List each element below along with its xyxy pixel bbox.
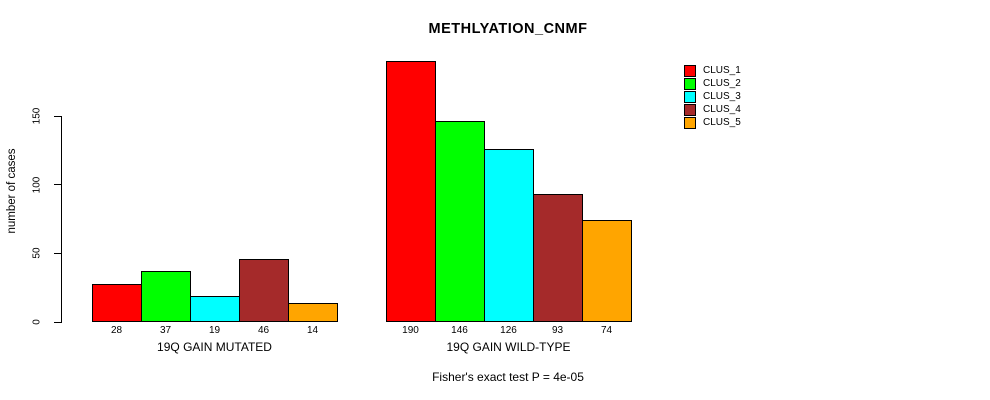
bar-value-label: 14 <box>306 325 319 336</box>
legend-label: CLUS_4 <box>703 104 741 116</box>
y-tick-label: 50 <box>31 247 43 259</box>
x-group-label: 19Q GAIN WILD-TYPE <box>446 340 571 354</box>
legend-label: CLUS_5 <box>703 117 741 129</box>
legend-swatch-clus_1 <box>684 64 696 77</box>
bar-clus_4-group2 <box>533 194 583 322</box>
legend-item: CLUS_4 <box>684 104 741 117</box>
bar-clus_1-group1 <box>92 284 142 322</box>
x-group-label: 19Q GAIN MUTATED <box>157 340 272 354</box>
y-tick-mark <box>54 184 61 186</box>
legend-label: CLUS_3 <box>703 90 741 102</box>
bar-value-label: 146 <box>451 325 468 336</box>
legend-item: CLUS_5 <box>684 117 741 130</box>
bar-clus_1-group2 <box>386 61 436 322</box>
legend-swatch-clus_3 <box>684 90 696 103</box>
y-axis-label: number of cases <box>6 148 18 234</box>
legend-swatch-clus_5 <box>684 117 696 130</box>
legend-swatch-clus_2 <box>684 77 696 90</box>
bar-value-label: 28 <box>110 325 123 336</box>
bar-clus_4-group1 <box>239 259 289 322</box>
bar-clus_3-group2 <box>484 149 534 322</box>
y-tick-mark <box>54 321 61 323</box>
bar-clus_5-group2 <box>582 220 632 322</box>
y-axis-line <box>61 116 62 323</box>
legend: CLUS_1 CLUS_2 CLUS_3 CLUS_4 CLUS_5 <box>684 64 741 130</box>
legend-item: CLUS_3 <box>684 90 741 103</box>
legend-item: CLUS_1 <box>684 64 741 77</box>
bar-clus_5-group1 <box>288 303 338 322</box>
y-tick-mark <box>54 252 61 254</box>
y-tick-label: 0 <box>31 319 43 325</box>
bar-value-label: 46 <box>257 325 270 336</box>
bar-clus_2-group2 <box>435 121 485 322</box>
y-tick-mark <box>54 115 61 117</box>
bar-value-label: 190 <box>402 325 419 336</box>
bar-clus_2-group1 <box>141 271 191 322</box>
chart-title: METHLYATION_CNMF <box>428 21 588 37</box>
legend-label: CLUS_2 <box>703 77 741 89</box>
bar-value-label: 126 <box>500 325 517 336</box>
bar-clus_3-group1 <box>190 296 240 322</box>
bar-value-label: 37 <box>159 325 172 336</box>
y-tick-label: 150 <box>31 107 43 125</box>
legend-label: CLUS_1 <box>703 64 741 76</box>
bar-value-label: 19 <box>208 325 221 336</box>
y-tick-label: 100 <box>31 176 43 193</box>
annotation-text: Fisher's exact test P = 4e-05 <box>432 370 584 384</box>
bar-value-label: 93 <box>551 325 564 336</box>
legend-item: CLUS_2 <box>684 77 741 90</box>
legend-swatch-clus_4 <box>684 104 696 117</box>
bar-value-label: 74 <box>600 325 613 336</box>
